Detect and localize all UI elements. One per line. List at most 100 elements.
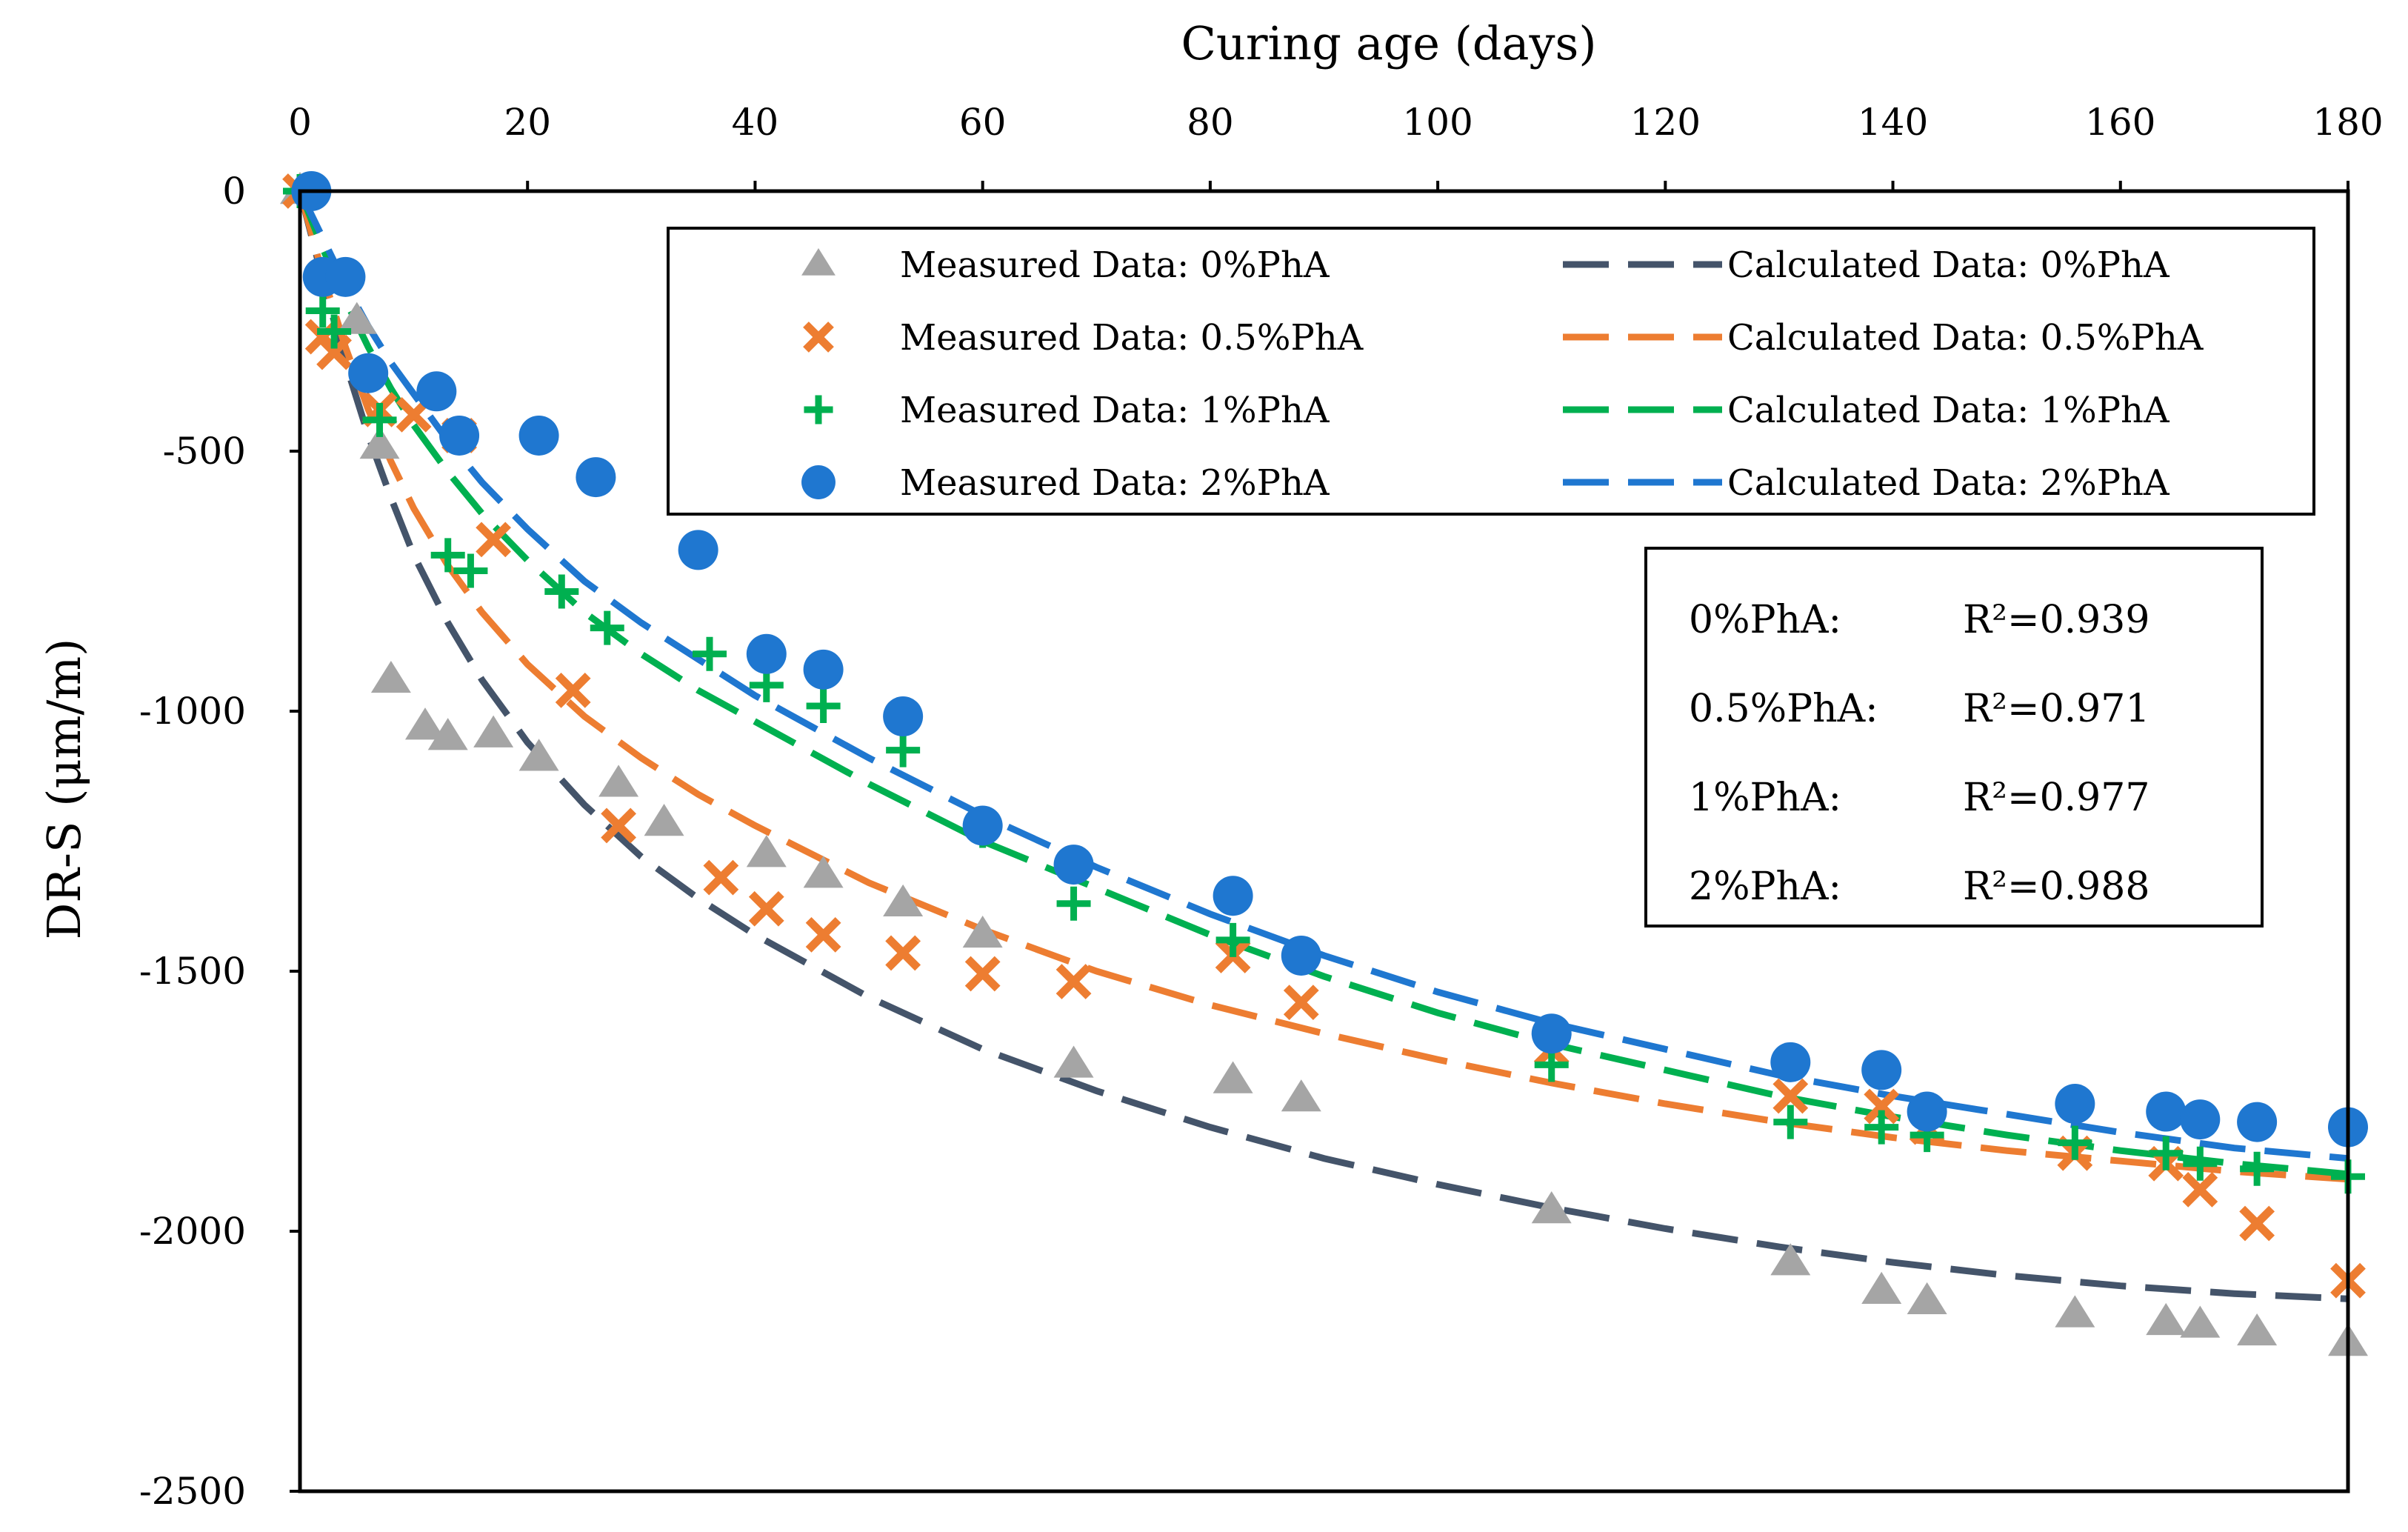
data-point-plus xyxy=(430,538,465,573)
data-point-x xyxy=(964,956,1001,992)
data-point-x xyxy=(2182,1171,2218,1208)
data-point-plus xyxy=(2240,1151,2275,1186)
x-tick-label: 40 xyxy=(732,101,779,144)
data-point-circle xyxy=(2055,1084,2095,1125)
x-axis-title-group: Curing age (days) xyxy=(1181,16,1596,70)
data-point-x-stroke-b xyxy=(885,935,921,971)
r2-label: 1%PhA: xyxy=(1689,776,1841,820)
data-point-circle xyxy=(1861,1050,1902,1090)
r2-value: R²=0.971 xyxy=(1963,687,2149,731)
plot-area-frame xyxy=(298,189,2350,1493)
data-point-x-stroke-b xyxy=(1283,985,1319,1021)
data-point-plus xyxy=(590,610,624,645)
legend-label: Measured Data: 1%PhA xyxy=(900,390,1330,431)
data-point-circle xyxy=(803,649,844,690)
data-point-circle xyxy=(2180,1099,2221,1140)
y-tick-label: -500 xyxy=(163,430,246,473)
x-tick-label: 60 xyxy=(959,101,1007,144)
data-point-plus xyxy=(1215,922,1250,957)
data-point-plus xyxy=(544,574,579,609)
data-point-x-stroke-b xyxy=(805,916,841,953)
data-point-plus xyxy=(693,636,727,671)
legend-marker-x-stroke-b xyxy=(803,322,834,353)
data-point-plus xyxy=(1056,886,1091,921)
x-axis-title: Curing age (days) xyxy=(1181,16,1596,70)
x-tick-label: 160 xyxy=(2085,101,2155,144)
data-point-circle xyxy=(518,415,559,456)
y-tick-label: -2500 xyxy=(139,1470,246,1513)
x-tick-label: 80 xyxy=(1187,101,1234,144)
data-point-triangle xyxy=(336,302,377,334)
data-point-plus xyxy=(362,402,397,437)
data-point-x xyxy=(555,673,591,708)
data-point-triangle xyxy=(473,715,514,747)
data-point-triangle xyxy=(883,884,924,917)
data-point-triangle xyxy=(370,660,411,693)
data-point-x-stroke-b xyxy=(1772,1078,1809,1114)
data-point-circle xyxy=(1281,935,1321,976)
measured-series-0 xyxy=(280,172,2368,1356)
legend-label: Calculated Data: 0%PhA xyxy=(1727,244,2170,286)
data-point-triangle xyxy=(1861,1271,1902,1305)
x-tick-label: 20 xyxy=(504,101,551,144)
data-point-x-stroke-b xyxy=(2182,1171,2218,1208)
data-point-circle xyxy=(439,415,480,456)
data-point-x-stroke-b xyxy=(1864,1088,1900,1125)
data-point-circle xyxy=(416,371,457,412)
x-tick-label: 120 xyxy=(1630,101,1701,144)
legend-label: Calculated Data: 1%PhA xyxy=(1727,390,2170,431)
calculated-line-3 xyxy=(296,190,2349,1162)
data-point-triangle xyxy=(2180,1305,2221,1338)
data-point-x-stroke-b xyxy=(703,859,739,896)
legend-marker-x xyxy=(803,322,834,353)
data-point-triangle xyxy=(803,856,844,888)
data-point-x xyxy=(1864,1088,1900,1125)
data-point-plus xyxy=(886,733,921,767)
data-point-x xyxy=(1283,985,1319,1021)
data-point-circle xyxy=(1770,1042,1811,1082)
data-point-triangle xyxy=(1531,1191,1572,1224)
calculated-line-0 xyxy=(296,190,2349,1302)
data-point-x xyxy=(316,334,352,370)
data-point-triangle xyxy=(2146,1302,2187,1336)
data-point-x xyxy=(1055,964,1092,999)
data-point-x xyxy=(748,890,784,927)
data-point-triangle xyxy=(1053,1045,1094,1078)
data-point-circle xyxy=(1213,876,1253,916)
data-point-triangle xyxy=(1907,1282,1947,1315)
data-point-triangle xyxy=(598,765,639,797)
data-point-plus xyxy=(453,553,488,588)
data-point-x-stroke-b xyxy=(476,522,512,558)
data-point-circle xyxy=(348,353,389,393)
legend-label: Calculated Data: 0.5%PhA xyxy=(1727,317,2204,359)
y-tick-label: -1000 xyxy=(139,690,246,733)
y-tick-label: 0 xyxy=(222,170,246,213)
y-axis-title-group: DR-S (μm/m) xyxy=(37,639,91,940)
data-point-x-stroke-b xyxy=(964,956,1001,992)
legend-label: Measured Data: 2%PhA xyxy=(900,462,1330,504)
legend-label: Measured Data: 0.5%PhA xyxy=(900,317,1364,359)
legend-marker-circle xyxy=(801,465,836,499)
data-point-triangle xyxy=(427,718,468,750)
data-point-x-stroke-b xyxy=(2239,1205,2275,1242)
data-point-triangle xyxy=(644,804,684,836)
data-point-x xyxy=(885,935,921,971)
data-point-triangle xyxy=(962,915,1003,948)
data-point-triangle xyxy=(1281,1079,1321,1112)
data-point-circle xyxy=(1531,1013,1572,1054)
data-point-circle xyxy=(678,530,718,570)
r2-label: 2%PhA: xyxy=(1689,865,1841,909)
data-point-plus xyxy=(1864,1110,1899,1145)
legend-marker-plus xyxy=(804,395,833,424)
r2-label: 0%PhA: xyxy=(1689,598,1841,642)
data-point-plus xyxy=(317,314,352,349)
y-tick-label: -1500 xyxy=(139,950,246,993)
data-point-circle xyxy=(1907,1091,1947,1132)
data-point-plus xyxy=(2149,1136,2184,1170)
data-point-circle xyxy=(2237,1102,2278,1142)
data-point-x-stroke-b xyxy=(1055,964,1092,999)
data-point-x xyxy=(805,916,841,953)
data-point-circle xyxy=(746,633,787,674)
data-point-plus xyxy=(2183,1146,2218,1181)
